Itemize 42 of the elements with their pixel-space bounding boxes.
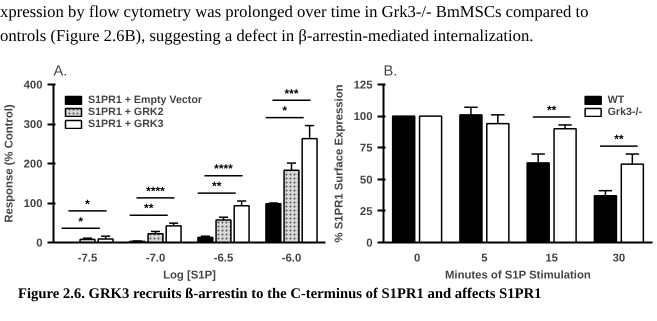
y-tick-label: 125 xyxy=(354,80,373,92)
annotation: * xyxy=(78,214,84,228)
x-tick-label: -6.0 xyxy=(282,252,302,264)
legend-label: S1PR1 + GRK2 xyxy=(88,106,164,118)
x-tick-label: 30 xyxy=(612,252,626,264)
x-tick-label: 5 xyxy=(481,252,488,264)
y-tick-label: 100 xyxy=(354,111,373,124)
annotation: **** xyxy=(146,184,166,198)
y-tick-label: 25 xyxy=(360,206,373,218)
annotation: *** xyxy=(284,86,299,100)
legend-label: WT xyxy=(608,94,626,106)
chart-title: A. xyxy=(54,64,68,80)
annotation: ** xyxy=(614,132,624,146)
y-tick-label: 400 xyxy=(24,80,43,92)
annotation: **** xyxy=(214,162,234,176)
text: Figure 2.6. GRK3 recruits ß-arrestin to the C-terminus of S1PR1 and affects S1PR1 xyxy=(18,286,542,302)
y-tick-label: 0 xyxy=(366,238,373,250)
annotation: ** xyxy=(212,179,222,194)
x-axis-title: Minutes of S1P Stimulation xyxy=(444,270,591,282)
y-tick-label: 0 xyxy=(36,238,43,250)
chart-subtitle: xpression by flow cytometry was prolonged over time in Grk3-/- BmMSCs compared to ontrols (Figure 2.6B), suggesting a defect in β-arrestin-mediated internalization. xyxy=(0,1,588,47)
x-tick-label: -7.5 xyxy=(78,252,98,264)
x-tick-label: 15 xyxy=(545,252,558,264)
y-axis-title: % S1PR1 Surface Expression xyxy=(334,84,346,243)
x-tick-label: 0 xyxy=(414,252,420,264)
y-tick-label: 75 xyxy=(360,142,373,155)
y-tick-label: 200 xyxy=(24,158,43,170)
y-axis-title: Response (% Control) xyxy=(4,104,16,223)
y-tick-label: 300 xyxy=(24,119,43,131)
legend-label: S1PR1 + Empty Vector xyxy=(88,94,202,106)
x-axis-title: Log [S1P] xyxy=(163,270,216,282)
legend-label: Grk3-/- xyxy=(608,106,642,118)
y-tick-label: 100 xyxy=(24,198,43,210)
annotation: * xyxy=(282,104,288,118)
y-tick-label: 50 xyxy=(360,174,373,186)
x-tick-label: -6.5 xyxy=(214,252,234,264)
annotation: * xyxy=(85,196,90,211)
annotation: ** xyxy=(144,201,154,216)
x-tick-label: -7.0 xyxy=(146,252,166,264)
chart-title: B. xyxy=(384,64,398,80)
annotation: ** xyxy=(546,103,557,118)
legend-label: S1PR1 + GRK3 xyxy=(88,118,164,130)
